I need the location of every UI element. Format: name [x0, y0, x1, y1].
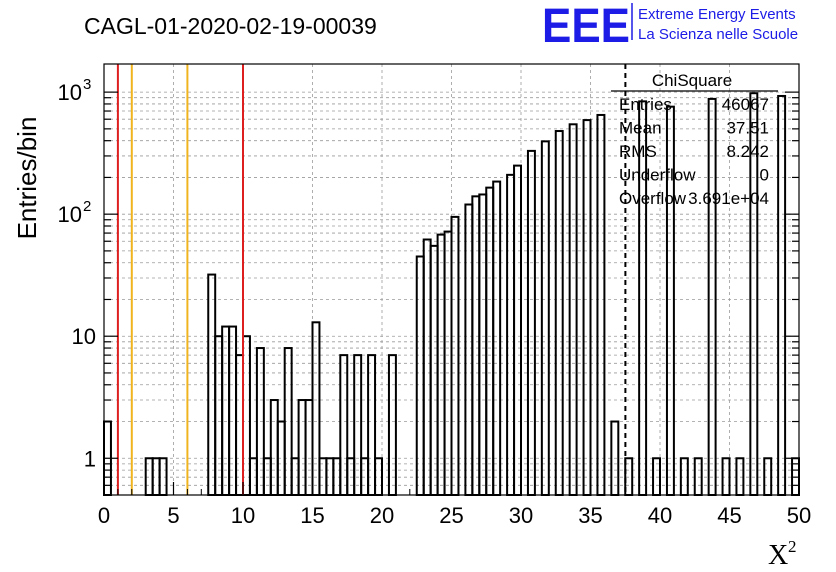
stats-label: Entries [619, 95, 672, 114]
histogram-bin [582, 119, 592, 497]
x-tick-label: 15 [300, 503, 324, 528]
x-tick-label: 25 [439, 503, 463, 528]
histogram-bin [464, 203, 474, 496]
histogram-bin [450, 215, 460, 496]
logo-line-2: La Scienza nelle Scuole [638, 26, 798, 43]
histogram-bin [596, 113, 606, 497]
stats-box-title: ChiSquare [652, 71, 732, 90]
y-tick-label: 10 [58, 80, 82, 105]
x-axis-label: X [768, 540, 788, 571]
histogram-bars [103, 92, 800, 497]
histogram-bin [568, 123, 578, 496]
histogram-bin [242, 335, 251, 496]
x-tick-label: 5 [167, 503, 179, 528]
histogram-bin [540, 140, 550, 497]
stats-label: RMS [619, 142, 657, 161]
stats-value: 8.242 [726, 142, 769, 161]
y-tick-exponent: 3 [83, 76, 91, 93]
stats-box: ChiSquare Entries 46067 Mean 37.51 RMS 8.242 U… [611, 71, 778, 208]
histogram-bin [554, 130, 564, 496]
x-tick-label: 30 [509, 503, 533, 528]
eee-logo-text: EEE [542, 0, 630, 53]
x-tick-label: 20 [370, 503, 394, 528]
stats-value: 46067 [722, 95, 769, 114]
reference-lines [116, 64, 627, 495]
histogram-bin [304, 399, 314, 497]
stats-label: Mean [619, 119, 662, 138]
histogram-bin [235, 354, 245, 497]
stats-label: Overflow [619, 189, 687, 208]
eee-logo: EEE Extreme Energy Events La Scienza nel… [542, 0, 798, 53]
stats-label: Underflow [619, 166, 696, 185]
histogram-bin [339, 354, 349, 497]
histogram-bin [429, 244, 439, 496]
histogram-bin [506, 173, 516, 496]
y-tick-label: 10 [58, 202, 82, 227]
histogram-bin [415, 255, 425, 496]
histogram-bin [367, 354, 377, 497]
y-tick-exponent: 2 [83, 198, 91, 215]
histogram-bin [526, 149, 536, 496]
x-tick-label: 35 [578, 503, 602, 528]
histogram-bin [707, 97, 717, 496]
x-axis-label-superscript: 2 [788, 537, 797, 556]
histogram-bin [485, 186, 495, 496]
histogram-bin [214, 335, 224, 496]
x-tick-label: 50 [787, 503, 811, 528]
x-tick-label: 40 [648, 503, 672, 528]
histogram-bin [387, 354, 397, 497]
y-axis-label: Entries/bin [12, 117, 42, 240]
histogram-bin [353, 354, 363, 497]
histogram-bin [436, 233, 446, 496]
histogram-bin [513, 164, 522, 496]
histogram-bin [297, 399, 307, 497]
plot-grid [104, 64, 799, 496]
x-tick-label: 45 [717, 503, 741, 528]
y-tick-label: 10 [72, 324, 96, 349]
logo-line-1: Extreme Energy Events [638, 6, 796, 23]
stats-value: 3.691e+04 [688, 189, 769, 208]
y-tick-label: 1 [84, 446, 96, 471]
stats-value: 37.51 [726, 119, 769, 138]
histogram-bin [269, 399, 279, 497]
x-tick-label: 10 [231, 503, 255, 528]
x-tick-label: 0 [98, 503, 110, 528]
run-title: CAGL-01-2020-02-19-00039 [84, 13, 377, 39]
histogram-bin [492, 180, 502, 496]
histogram-bin [478, 193, 488, 497]
stats-value: 0 [760, 166, 769, 185]
